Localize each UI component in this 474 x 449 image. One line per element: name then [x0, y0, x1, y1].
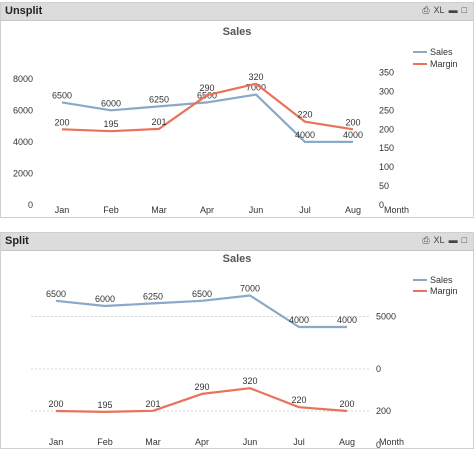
y-right-tick-label: 300 — [379, 86, 394, 96]
data-label: 201 — [151, 117, 166, 127]
print-icon[interactable]: ⎙ — [422, 235, 430, 245]
y-right-tick-label: 0 — [379, 200, 384, 210]
series-line-sales — [55, 294, 347, 329]
panel-title: Unsplit — [5, 5, 43, 17]
x-tick-label: Feb — [103, 205, 119, 215]
unsplit-chart: Sales 0 2000 4000 6000 8000 0 50 100 150 200 250 300… — [13, 26, 458, 215]
data-label: 195 — [103, 119, 118, 129]
series-line-margin — [55, 387, 348, 413]
data-label: 6250 — [143, 291, 163, 301]
data-label: 200 — [54, 117, 69, 127]
xl-export-button[interactable]: XL — [433, 235, 445, 245]
data-label: 7000 — [240, 284, 260, 294]
panel-toolbar: ⎙ XL ▬ □ — [422, 5, 467, 16]
series-line-sales — [61, 93, 353, 144]
lower-axis-tick-label: 0 — [376, 440, 381, 448]
y-right-tick-label: 250 — [379, 105, 394, 115]
x-tick-label: Jul — [293, 437, 305, 447]
data-label: 4000 — [337, 315, 357, 325]
series-line-margin — [61, 82, 354, 133]
x-tick-label: Jun — [243, 437, 258, 447]
y-left-tick-label: 4000 — [13, 137, 33, 147]
data-label: 4000 — [289, 315, 309, 325]
y-right-tick-label: 100 — [379, 162, 394, 172]
x-tick-label: Jun — [249, 205, 264, 215]
legend-label: Margin — [430, 59, 458, 69]
data-label: 6500 — [46, 289, 66, 299]
data-label: 201 — [145, 399, 160, 409]
legend-label: Sales — [430, 275, 453, 285]
data-label: 4000 — [343, 130, 363, 140]
chart-title: Sales — [223, 253, 252, 265]
data-label: 6250 — [149, 94, 169, 104]
unsplit-panel: Unsplit ⎙ XL ▬ □ Sales 0 2000 4000 6000 8000 0… — [0, 2, 474, 218]
x-tick-label: Apr — [200, 205, 214, 215]
x-axis-label: Month — [384, 205, 409, 215]
x-tick-label: Jan — [49, 437, 64, 447]
y-right-tick-label: 150 — [379, 143, 394, 153]
split-panel: Split ⎙ XL ▬ □ Sales 5000 0 200 0 6500 6000 625… — [0, 232, 474, 449]
minimize-icon[interactable]: ▬ — [448, 235, 458, 245]
upper-axis-tick-label: 0 — [376, 364, 381, 374]
y-left-tick-label: 2000 — [13, 168, 33, 178]
x-tick-label: Mar — [145, 437, 161, 447]
chart-title: Sales — [223, 26, 252, 38]
split-panel-header: Split ⎙ XL ▬ □ — [1, 233, 473, 251]
legend-label: Margin — [430, 286, 458, 296]
data-label: 6500 — [52, 90, 72, 100]
data-label: 320 — [242, 376, 257, 386]
panel-title: Split — [5, 235, 29, 247]
unsplit-panel-header: Unsplit ⎙ XL ▬ □ — [1, 3, 473, 21]
y-right-tick-label: 200 — [379, 124, 394, 134]
data-label: 7000 — [246, 83, 266, 93]
x-tick-label: Jul — [299, 205, 311, 215]
lower-axis-tick-label: 200 — [376, 406, 391, 416]
panel-toolbar: ⎙ XL ▬ □ — [422, 235, 467, 246]
y-left-tick-label: 0 — [28, 200, 33, 210]
data-label: 320 — [248, 72, 263, 82]
data-label: 6000 — [95, 294, 115, 304]
x-tick-label: Apr — [195, 437, 209, 447]
x-axis-label: Month — [379, 437, 404, 447]
x-tick-label: Mar — [151, 205, 167, 215]
upper-axis-tick-label: 5000 — [376, 312, 396, 322]
xl-export-button[interactable]: XL — [433, 5, 445, 15]
data-label: 6500 — [192, 289, 212, 299]
y-right-tick-label: 350 — [379, 67, 394, 77]
data-label: 200 — [339, 399, 354, 409]
y-right-tick-label: 50 — [379, 181, 389, 191]
data-label: 220 — [297, 110, 312, 120]
x-tick-label: Jan — [55, 205, 70, 215]
data-label: 4000 — [295, 130, 315, 140]
data-label: 200 — [48, 399, 63, 409]
maximize-icon[interactable]: □ — [461, 235, 467, 245]
data-label: 290 — [199, 83, 214, 93]
data-label: 200 — [345, 117, 360, 127]
x-tick-label: Aug — [339, 437, 355, 447]
split-chart: Sales 5000 0 200 0 6500 6000 6250 6500 7000 4000 40… — [31, 253, 458, 448]
legend-label: Sales — [430, 47, 453, 57]
x-tick-label: Aug — [345, 205, 361, 215]
y-left-tick-label: 8000 — [13, 74, 33, 84]
data-label: 6000 — [101, 98, 121, 108]
minimize-icon[interactable]: ▬ — [448, 5, 458, 15]
maximize-icon[interactable]: □ — [461, 5, 467, 15]
data-label: 290 — [194, 382, 209, 392]
data-label: 195 — [97, 400, 112, 410]
y-left-tick-label: 6000 — [13, 105, 33, 115]
data-label: 220 — [291, 395, 306, 405]
x-tick-label: Feb — [97, 437, 113, 447]
print-icon[interactable]: ⎙ — [422, 5, 430, 15]
